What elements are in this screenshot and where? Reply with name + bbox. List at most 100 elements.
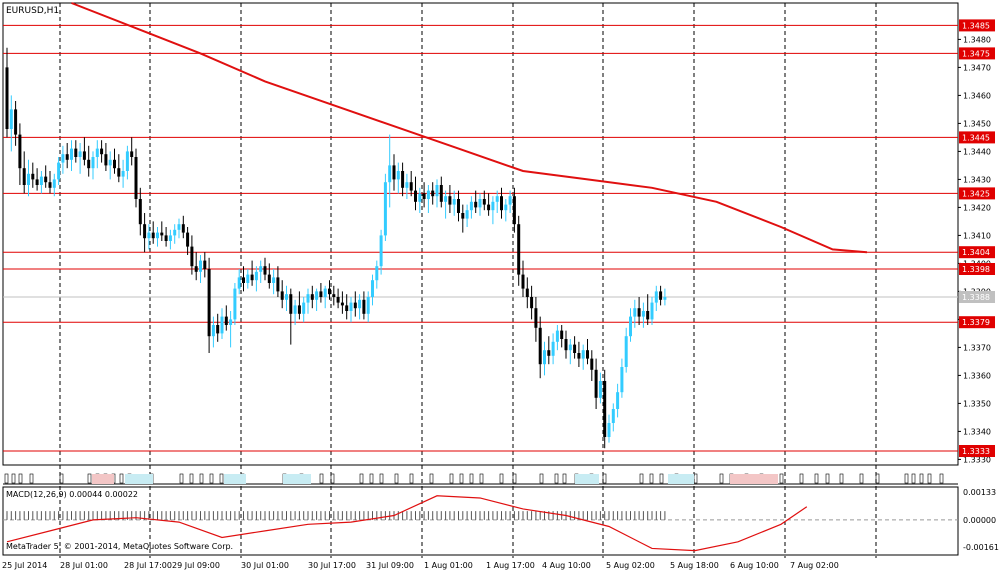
candle-body (95, 148, 99, 157)
x-axis-label: 5 Aug 18:00 (670, 561, 719, 570)
level-price-label: 1.3333 (962, 447, 990, 456)
candle-body (91, 157, 95, 169)
session-marker (199, 473, 204, 484)
candle-body (555, 330, 559, 342)
candle-body (306, 294, 310, 303)
candle-body (654, 291, 658, 303)
session-marker (919, 473, 924, 484)
candle-body (138, 199, 142, 225)
candle-body (315, 291, 319, 300)
candle-body (207, 269, 211, 337)
session-marker (29, 473, 34, 484)
candle-body (564, 339, 568, 351)
y-axis-label: 1.3410 (963, 231, 991, 240)
candle-body (461, 213, 465, 219)
candle-body (280, 291, 284, 300)
session-marker (814, 473, 819, 484)
session-marker (875, 473, 880, 484)
session-marker (859, 473, 864, 484)
symbol-label-bg (4, 4, 58, 15)
session-marker (554, 473, 559, 484)
y-axis-label: 1.3480 (963, 35, 991, 44)
candle-body (560, 330, 564, 339)
session-marker (602, 473, 607, 484)
candle-body (190, 246, 194, 267)
session-marker (330, 473, 335, 484)
current-price-tag (959, 291, 995, 303)
candle-body (272, 277, 276, 283)
candle-body (414, 190, 417, 202)
candle-body (633, 308, 637, 317)
moving-average-line (71, 2, 868, 254)
candle-body (478, 199, 482, 208)
candle-body (482, 199, 486, 205)
candle-body (323, 288, 327, 297)
candle-body (577, 353, 581, 359)
session-marker (11, 473, 16, 484)
candle-body (61, 154, 65, 163)
candle-body (452, 199, 456, 205)
candle-body (353, 302, 357, 309)
session-marker (479, 473, 484, 484)
candle-body (487, 204, 491, 211)
macd-signal-line (6, 495, 808, 552)
candle-body (285, 294, 288, 300)
y-axis-label: 1.3440 (963, 147, 991, 156)
candle-body (500, 196, 503, 211)
candle-body (181, 224, 185, 233)
candle-body (125, 151, 129, 171)
candle-body (379, 235, 383, 267)
y-axis-label: 1.3470 (963, 63, 991, 72)
candle-body (543, 350, 546, 365)
candle-body (87, 159, 91, 169)
session-marker (459, 473, 464, 484)
level-price-label: 1.3379 (962, 318, 990, 327)
candle-body (224, 316, 228, 325)
candle-body (254, 271, 258, 281)
session-marker (562, 473, 567, 484)
session-marker (659, 473, 664, 484)
candle-body (336, 297, 340, 303)
y-axis-label: 1.3420 (963, 203, 991, 212)
candle-body (65, 154, 69, 160)
candle-body (405, 182, 409, 188)
main-panel-frame (2, 2, 959, 466)
session-marker (18, 473, 23, 484)
level-price-tag (959, 19, 995, 32)
candle-body (250, 274, 254, 281)
candle-body (525, 288, 529, 297)
candle-body (594, 369, 598, 398)
session-marker (369, 473, 374, 484)
candle-body (156, 232, 159, 239)
candle-body (547, 350, 551, 356)
level-price-tag (959, 263, 995, 275)
level-price-tag (959, 246, 995, 259)
level-price-label: 1.3485 (962, 21, 990, 30)
candle-body (586, 350, 589, 359)
candle-body (194, 266, 198, 272)
candle-body (568, 344, 572, 351)
candle-body (259, 266, 263, 272)
candle-body (508, 196, 512, 205)
candle-body (349, 302, 353, 311)
candle-body (491, 201, 495, 211)
candle-body (177, 224, 181, 230)
candle-body (581, 350, 585, 359)
candle-body (371, 280, 374, 297)
candle-body (246, 274, 250, 283)
candle-body (168, 235, 172, 241)
candle-body (383, 182, 387, 236)
candle-body (444, 196, 448, 202)
candle-body (358, 299, 362, 309)
candle-body (82, 151, 86, 160)
candle-body (276, 277, 280, 292)
x-axis-label: 25 Jul 2014 (2, 561, 47, 570)
candle-body (616, 392, 620, 409)
candle-body (203, 260, 207, 269)
candle-body (147, 232, 151, 239)
session-marker (649, 473, 654, 484)
x-axis-label: 4 Aug 10:00 (542, 561, 591, 570)
level-price-tag (959, 131, 995, 144)
